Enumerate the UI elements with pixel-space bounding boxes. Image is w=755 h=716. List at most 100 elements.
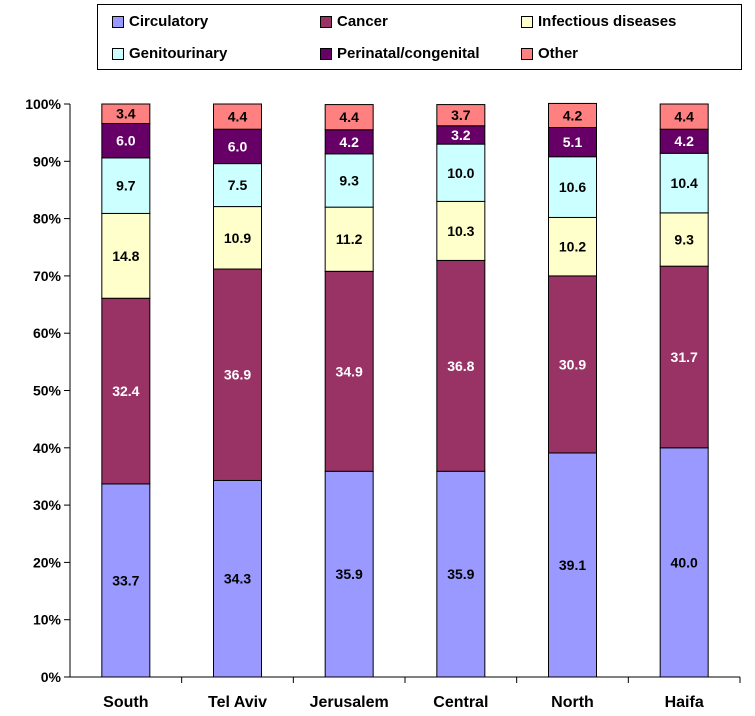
bar-segment [659,265,709,449]
y-tick-label: 60% [33,325,62,341]
legend-label-cancer: Cancer [337,13,388,30]
legend-swatch-perinatal [320,47,332,60]
data-label: 34.9 [336,363,363,379]
data-label: 10.9 [224,230,251,246]
x-axis-labels: South Tel Aviv Jerusalem Central North Haifa [103,694,704,711]
legend-item-other: Other [521,45,578,62]
legend-item-perinatal: Perinatal/congenital [320,45,480,62]
y-tick-label: 30% [33,497,62,513]
bar-segment [436,200,486,261]
y-axis-ticks: 0% 10% 20% 30% 40% 50% 60% 70% 80% 90% 100% [25,96,70,685]
legend-label-perinatal: Perinatal/congenital [337,45,480,62]
data-label: 3.7 [451,107,471,123]
bars: 33.7 32.4 14.8 9.7 6.0 3.4 34.3 36.9 10.9 7.5 6.0 4… [101,102,709,678]
y-tick-label: 50% [33,383,62,399]
data-label: 9.3 [339,172,359,188]
data-label: 7.5 [228,177,248,193]
bar-segment [324,104,374,131]
data-label: 35.9 [447,566,474,582]
data-label: 10.0 [447,165,474,181]
x-tick-label: Central [433,694,488,711]
legend-swatch-circulatory [112,15,124,28]
y-tick-label: 70% [33,268,62,284]
axes [64,104,741,683]
data-label: 10.3 [447,223,474,239]
bar-segment [548,102,597,128]
data-label: 4.2 [563,107,583,123]
bar-segment [659,447,709,678]
data-label: 39.1 [559,557,586,573]
data-label: 35.9 [336,566,363,582]
legend-item-infectious: Infectious diseases [521,13,676,30]
data-label: 6.0 [228,138,248,154]
y-tick-label: 100% [25,96,61,112]
y-tick-label: 0% [41,669,62,685]
bar-segment [101,157,151,214]
y-tick-label: 20% [33,554,62,570]
data-label: 11.2 [336,231,363,247]
data-label: 10.6 [559,179,586,195]
legend-item-circulatory: Circulatory [112,13,208,30]
bar-segment [101,103,151,124]
data-label: 34.3 [224,571,251,587]
bar-segment [101,122,151,159]
bar-segment [548,156,597,218]
legend-swatch-infectious [521,15,533,28]
data-label: 36.8 [447,358,474,374]
y-tick-label: 40% [33,440,62,456]
legend-item-genitourinary: Genitourinary [112,45,227,62]
data-label: 9.3 [674,232,694,248]
legend-label-infectious: Infectious diseases [538,13,677,30]
data-label: 3.2 [451,127,471,143]
bar-segment [213,128,262,165]
bar-segment [548,452,597,678]
y-tick-label: 80% [33,211,62,227]
bar-segment [101,212,151,299]
bar-segment [659,103,709,130]
data-label: 10.4 [671,175,698,191]
data-label: 33.7 [112,572,139,588]
bar-segment [324,153,374,208]
data-label: 32.4 [112,383,139,399]
bar-segment [436,259,486,472]
bar-segment [213,163,262,208]
x-tick-label: Jerusalem [310,694,389,711]
bar-segment [213,479,262,678]
data-label: 4.4 [674,109,694,125]
bar-segment [213,206,262,270]
data-label: 40.0 [671,554,698,570]
legend-swatch-genitourinary [112,47,124,60]
bar-segment [324,206,374,272]
bar-segment [436,470,486,678]
x-tick-label: Tel Aviv [208,694,267,711]
data-label: 31.7 [671,349,698,365]
legend-item-cancer: Cancer [320,13,388,30]
bar-segment [324,270,374,472]
data-label: 9.7 [116,178,136,194]
data-label: 10.2 [559,239,586,255]
chart-legend: Circulatory Cancer Infectious diseases G… [97,4,742,70]
bar-segment [659,152,709,214]
x-tick-label: South [103,694,148,711]
x-tick-label: North [551,694,594,711]
bar-segment [213,103,262,130]
bar-segment [213,268,262,481]
legend-label-genitourinary: Genitourinary [129,45,228,62]
data-label: 4.4 [228,109,248,125]
data-label: 4.4 [339,109,359,125]
legend-label-other: Other [538,45,579,62]
data-label: 4.2 [674,133,694,149]
data-label: 4.2 [339,134,359,150]
legend-swatch-other [521,47,533,60]
bar-segment [659,212,709,267]
data-label: 30.9 [559,356,586,372]
bar-segment [101,297,151,485]
legend-swatch-cancer [320,15,332,28]
data-label: 3.4 [116,106,136,122]
bar-segment [548,216,597,277]
bar-segment [101,483,151,678]
data-label: 6.0 [116,133,136,149]
data-label: 5.1 [563,134,583,150]
y-tick-label: 10% [33,612,62,628]
